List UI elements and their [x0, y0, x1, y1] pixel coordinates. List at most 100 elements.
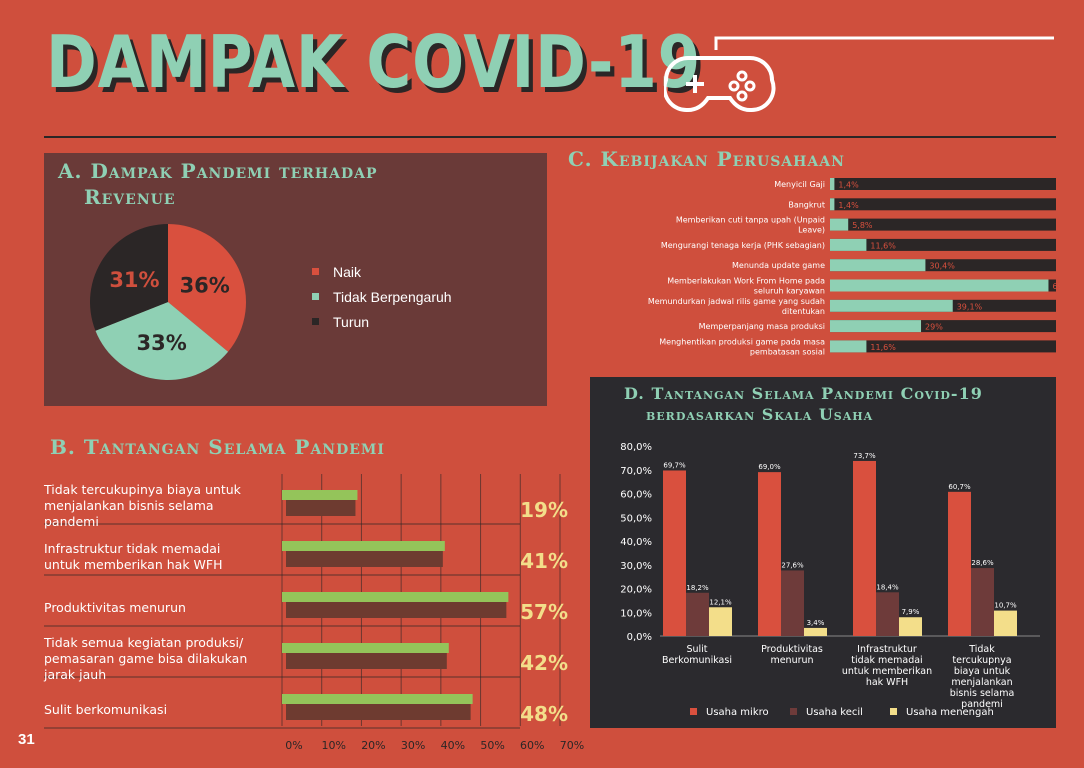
pie-label-2: 31%: [109, 268, 159, 292]
bar-value-label: 42%: [520, 651, 568, 675]
x-category-label: Produktivitas menurun: [761, 644, 823, 666]
bar-track: [830, 198, 1056, 211]
chart-c-title: C. Kebijakan Perusahaan: [568, 147, 845, 171]
y-tick-label: 20,0%: [620, 585, 652, 596]
row-label: Infrastruktur tidak memadai untuk memberi…: [44, 541, 222, 572]
bar-value-label: 3,4%: [807, 619, 825, 627]
bar-value-label: 18,4%: [876, 583, 899, 591]
legend-swatch: [790, 708, 797, 715]
bar-label: Mengurangi tenaga kerja (PHK sebagian): [661, 241, 825, 250]
bar-label: Memberlakukan Work From Home pada seluruh…: [667, 277, 825, 296]
pie-label-0: 36%: [180, 274, 230, 298]
bar-dirt: [286, 496, 356, 516]
y-tick-label: 40,0%: [620, 537, 652, 548]
y-tick-label: 0,0%: [627, 632, 652, 643]
bar-label: Bangkrut: [788, 200, 825, 209]
bar-label: Menunda update game: [732, 261, 825, 270]
bar-value-label: 5,8%: [852, 221, 873, 230]
chart-d: 0,0% 10,0% 20,0% 30,0% 40,0% 50,0% 60,0% 70,0% 8…: [620, 442, 1040, 718]
row-label: Tidak tercukupinya biaya untuk menjalanka…: [43, 482, 242, 529]
bar-value-label: 1,4%: [838, 181, 859, 190]
y-tick-label: 70,0%: [620, 466, 652, 477]
bar-label: Memperpanjang masa produksi: [699, 322, 825, 331]
y-tick-label: 30,0%: [620, 561, 652, 572]
legend-label: Naik: [333, 263, 362, 280]
chart-a-pie: 36% 33% 31%: [89, 224, 247, 380]
bar-value-label: 57%: [520, 600, 568, 624]
bar-value-label: 41%: [520, 549, 568, 573]
chart-b-title: B. Tantangan Selama Pandemi: [50, 435, 385, 459]
legend-swatch: [690, 708, 697, 715]
legend-label: Turun: [333, 313, 370, 330]
bar-dirt: [286, 700, 471, 720]
bar: [758, 472, 781, 636]
bar: [971, 568, 994, 636]
bar-grass: [282, 541, 445, 551]
legend-label: Usaha kecil: [806, 707, 863, 718]
bar-value-label: 11,6%: [870, 241, 896, 250]
bar-fill: [830, 238, 867, 251]
bar-value-label: 27,6%: [781, 561, 804, 569]
legend-label: Usaha mikro: [706, 707, 769, 718]
bar: [899, 617, 922, 636]
bar-value-label: 18,2%: [686, 584, 709, 592]
pie-slice-0: [168, 224, 247, 352]
legend-item: Tidak Berpengaruh: [312, 284, 452, 309]
legend-swatch: [312, 318, 319, 325]
x-tick-label: 0%: [285, 739, 302, 752]
bar-track: [830, 340, 1056, 353]
page-title: DAMPAK COVID-19: [46, 20, 702, 104]
x-tick-label: 20%: [361, 739, 385, 752]
bar: [948, 491, 971, 636]
page-number: 31: [18, 731, 35, 748]
chart-b: 0% 10% 20% 30% 40% 50% 60% 70% Tidak tercukupiny…: [43, 474, 584, 752]
chart-d-title: D. Tantangan Selama Pandemi Covid-19 ber…: [624, 384, 983, 424]
bar-fill: [830, 279, 1049, 292]
legend-swatch: [312, 293, 319, 300]
bar-value-label: 1,4%: [838, 201, 859, 210]
pie-slice-2: [89, 224, 168, 331]
bar-label: Menyicil Gaji: [774, 180, 825, 189]
y-tick-label: 80,0%: [620, 442, 652, 453]
bar-value-label: 7,9%: [902, 608, 920, 616]
bar-value-label: 12,1%: [709, 598, 732, 606]
row-label: Produktivitas menurun: [44, 600, 186, 615]
bar-value-label: 69,6%: [1052, 282, 1060, 291]
legend-item: Naik: [312, 259, 452, 284]
bar-value-label: 73,7%: [853, 452, 876, 460]
bar-value-label: 29%: [925, 323, 943, 332]
bar-grass: [282, 643, 449, 653]
bar-value-label: 19%: [520, 498, 568, 522]
bar-fill: [830, 320, 922, 333]
x-category-label: Infrastruktur tidak memadai untuk memberik…: [842, 644, 932, 688]
bar-value-label: 60,7%: [948, 483, 971, 491]
x-tick-label: 50%: [480, 739, 504, 752]
bar-track: [830, 238, 1056, 251]
pie-slice-1: [95, 302, 229, 380]
bar-label: Memundurkan jadwal rilis game yang sudah…: [648, 297, 825, 316]
bar: [686, 592, 709, 636]
row-label: Sulit berkomunikasi: [44, 702, 167, 717]
bar-value-label: 69,0%: [758, 463, 781, 471]
x-tick-label: 30%: [401, 739, 425, 752]
legend-label: Usaha menengah: [906, 707, 994, 718]
bar-value-label: 10,7%: [994, 602, 1017, 610]
bar-value-label: 30,4%: [929, 262, 955, 271]
bar: [804, 627, 827, 636]
legend-swatch: [890, 708, 897, 715]
bar-label: Memberikan cuti tanpa upah (Unpaid Leave): [676, 216, 825, 235]
y-tick-label: 50,0%: [620, 513, 652, 524]
title-divider: [44, 136, 1056, 138]
bar: [663, 470, 686, 636]
x-tick-label: 40%: [441, 739, 465, 752]
chart-a-title: A. Dampak Pandemi terhadap Revenue: [58, 159, 378, 209]
x-tick-label: 10%: [321, 739, 345, 752]
gamepad-icon: [664, 36, 1054, 113]
legend-swatch: [312, 268, 319, 275]
pie-label-1: 33%: [137, 331, 187, 355]
chart-c: 1,4% Menyicil Gaji 1,4% Bangkrut 5,8% Memberi…: [648, 178, 1060, 356]
bar-fill: [830, 198, 835, 211]
bar-label: Menghentikan produksi game pada masa pemb…: [659, 337, 825, 356]
bar-value-label: 39,1%: [957, 302, 983, 311]
x-tick-label: 60%: [520, 739, 544, 752]
